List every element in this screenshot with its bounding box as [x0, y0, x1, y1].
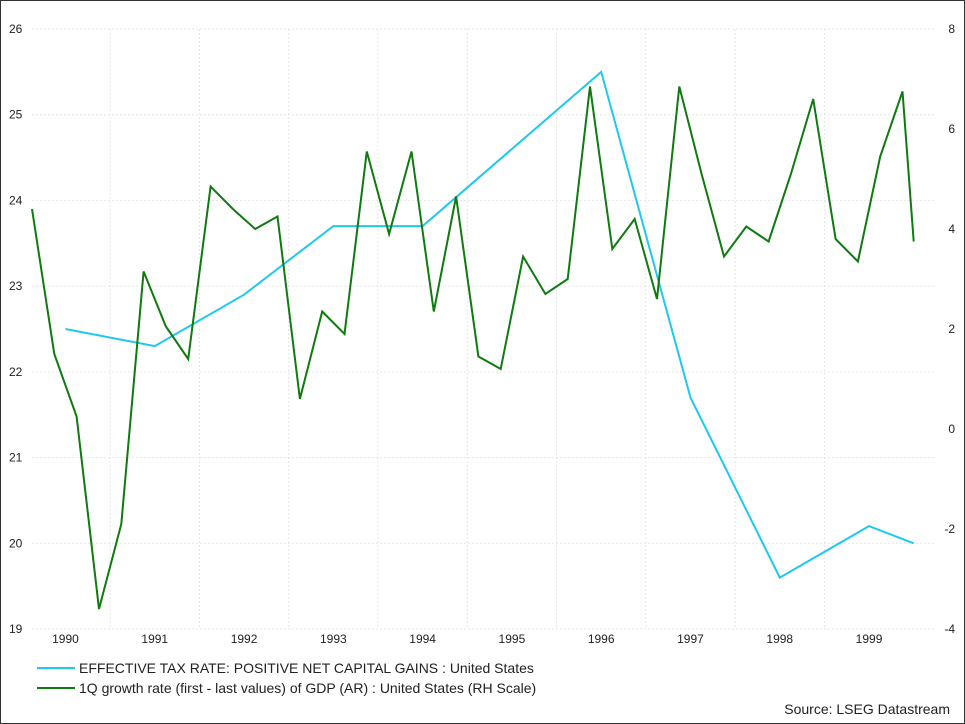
- series-layer: [31, 70, 915, 610]
- legend-swatch-tax-rate: [37, 667, 75, 669]
- series-line-gdp-growth: [31, 86, 915, 610]
- y-left-tick-label: 22: [9, 365, 23, 379]
- y-left-tick-label: 20: [9, 536, 23, 550]
- x-tick-label: 1995: [499, 632, 526, 646]
- y-right-tick-label: 8: [948, 22, 955, 36]
- source-note: Source: LSEG Datastream: [784, 701, 950, 717]
- legend-label-gdp-growth: 1Q growth rate (first - last values) of …: [79, 680, 537, 696]
- y-left-tick-label: 25: [9, 108, 23, 122]
- y-right-tick-label: -4: [944, 622, 955, 636]
- legend-item-gdp-growth: 1Q growth rate (first - last values) of …: [37, 678, 536, 698]
- series-line-tax-rate: [65, 70, 915, 579]
- x-tick-label: 1999: [856, 632, 883, 646]
- x-tick-label: 1997: [677, 632, 704, 646]
- y-right-tick-label: 0: [948, 422, 955, 436]
- x-tick-label: 1994: [409, 632, 436, 646]
- y-right-tick-label: 6: [948, 122, 955, 136]
- x-tick-label: 1991: [141, 632, 168, 646]
- legend-label-tax-rate: EFFECTIVE TAX RATE: POSITIVE NET CAPITAL…: [79, 660, 534, 676]
- y-left-tick-label: 26: [9, 22, 23, 36]
- y-right-tick-label: 4: [948, 222, 955, 236]
- x-tick-label: 1993: [320, 632, 347, 646]
- x-tick-label: 1998: [766, 632, 793, 646]
- x-tick-label: 1990: [52, 632, 79, 646]
- x-tick-label: 1992: [231, 632, 258, 646]
- grid-layer: [32, 28, 936, 630]
- y-right-tick-label: -2: [944, 522, 955, 536]
- y-left-tick-label: 23: [9, 279, 23, 293]
- y-left-tick-label: 19: [9, 622, 23, 636]
- legend-item-tax-rate: EFFECTIVE TAX RATE: POSITIVE NET CAPITAL…: [37, 658, 536, 678]
- y-right-tick-label: 2: [948, 322, 955, 336]
- legend-swatch-gdp-growth: [37, 687, 75, 689]
- legend: EFFECTIVE TAX RATE: POSITIVE NET CAPITAL…: [37, 658, 536, 698]
- y-left-tick-label: 21: [9, 451, 23, 465]
- x-tick-label: 1996: [588, 632, 615, 646]
- y-left-tick-label: 24: [9, 193, 23, 207]
